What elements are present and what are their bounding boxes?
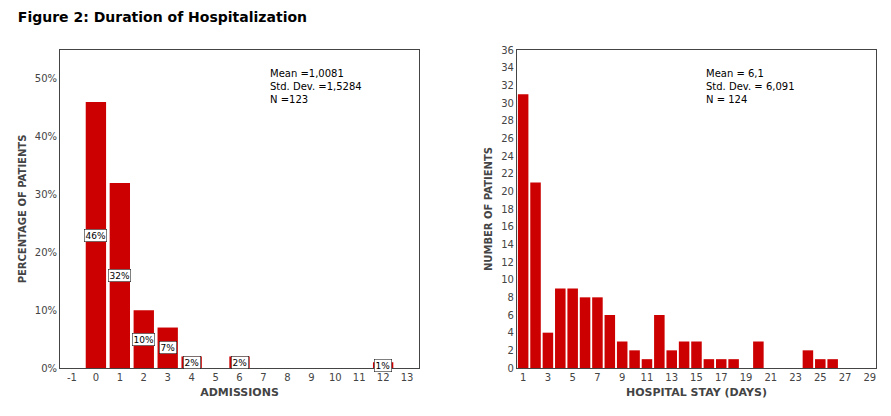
svg-text:9: 9 [308,372,314,383]
svg-text:Mean =1,0081Std. Dev. =1,5284N: Mean =1,0081Std. Dev. =1,5284N =123 [270,68,362,105]
svg-text:46%: 46% [86,231,106,241]
svg-text:11: 11 [641,372,654,383]
svg-text:17: 17 [715,372,728,383]
svg-text:22: 22 [501,168,514,179]
svg-text:13: 13 [665,372,678,383]
svg-text:3: 3 [545,372,551,383]
svg-text:13: 13 [401,372,414,383]
svg-text:23: 23 [789,372,802,383]
svg-text:30: 30 [501,98,514,109]
svg-text:21: 21 [764,372,777,383]
svg-text:12: 12 [501,257,514,268]
svg-text:11: 11 [353,372,366,383]
svg-text:0: 0 [508,363,514,374]
svg-text:27: 27 [839,372,852,383]
svg-text:0: 0 [93,372,99,383]
svg-text:36: 36 [501,45,514,56]
svg-text:4: 4 [508,327,514,338]
svg-text:32: 32 [501,80,514,91]
svg-text:7: 7 [594,372,600,383]
svg-text:Mean = 6,1Std. Dev. = 6,091N =: Mean = 6,1Std. Dev. = 6,091N = 124 [706,68,795,105]
svg-text:2: 2 [508,345,514,356]
svg-text:1: 1 [117,372,123,383]
svg-text:7%: 7% [161,343,176,353]
svg-text:8: 8 [284,372,290,383]
svg-text:1: 1 [520,372,526,383]
svg-text:40%: 40% [35,131,57,142]
svg-text:2%: 2% [185,358,200,368]
svg-text:20: 20 [501,186,514,197]
svg-text:19: 19 [740,372,753,383]
svg-text:7: 7 [260,372,266,383]
svg-text:9: 9 [619,372,625,383]
svg-text:8: 8 [508,292,514,303]
svg-text:5: 5 [212,372,218,383]
svg-text:25: 25 [814,372,827,383]
svg-text:1%: 1% [376,361,391,371]
svg-text:6: 6 [236,372,242,383]
svg-text:18: 18 [501,204,514,215]
svg-text:28: 28 [501,115,514,126]
svg-text:10: 10 [501,274,514,285]
svg-text:30%: 30% [35,189,57,200]
svg-text:10%: 10% [134,335,154,345]
svg-text:26: 26 [501,133,514,144]
svg-text:16: 16 [501,221,514,232]
svg-text:10%: 10% [35,305,57,316]
svg-text:24: 24 [501,151,514,162]
svg-text:12: 12 [377,372,390,383]
svg-text:10: 10 [329,372,342,383]
svg-text:2%: 2% [233,358,248,368]
svg-text:Figure 2: Duration of Hospital: Figure 2: Duration of Hospitalization [18,9,307,25]
svg-text:ADMISSIONS: ADMISSIONS [200,386,279,399]
svg-text:14: 14 [501,239,514,250]
svg-text:32%: 32% [110,271,130,281]
svg-text:NUMBER OF PATIENTS: NUMBER OF PATIENTS [483,147,494,271]
svg-text:PERCENTAGE OF PATIENTS: PERCENTAGE OF PATIENTS [17,135,28,284]
svg-text:5: 5 [569,372,575,383]
svg-text:HOSPITAL STAY (DAYS): HOSPITAL STAY (DAYS) [626,386,767,399]
svg-text:0%: 0% [41,363,57,374]
svg-text:4: 4 [188,372,194,383]
svg-text:15: 15 [690,372,703,383]
svg-text:6: 6 [508,310,514,321]
svg-text:2: 2 [141,372,147,383]
svg-text:50%: 50% [35,73,57,84]
svg-text:-1: -1 [67,372,77,383]
svg-text:29: 29 [863,372,876,383]
svg-text:3: 3 [165,372,171,383]
svg-text:34: 34 [501,62,514,73]
svg-text:20%: 20% [35,247,57,258]
